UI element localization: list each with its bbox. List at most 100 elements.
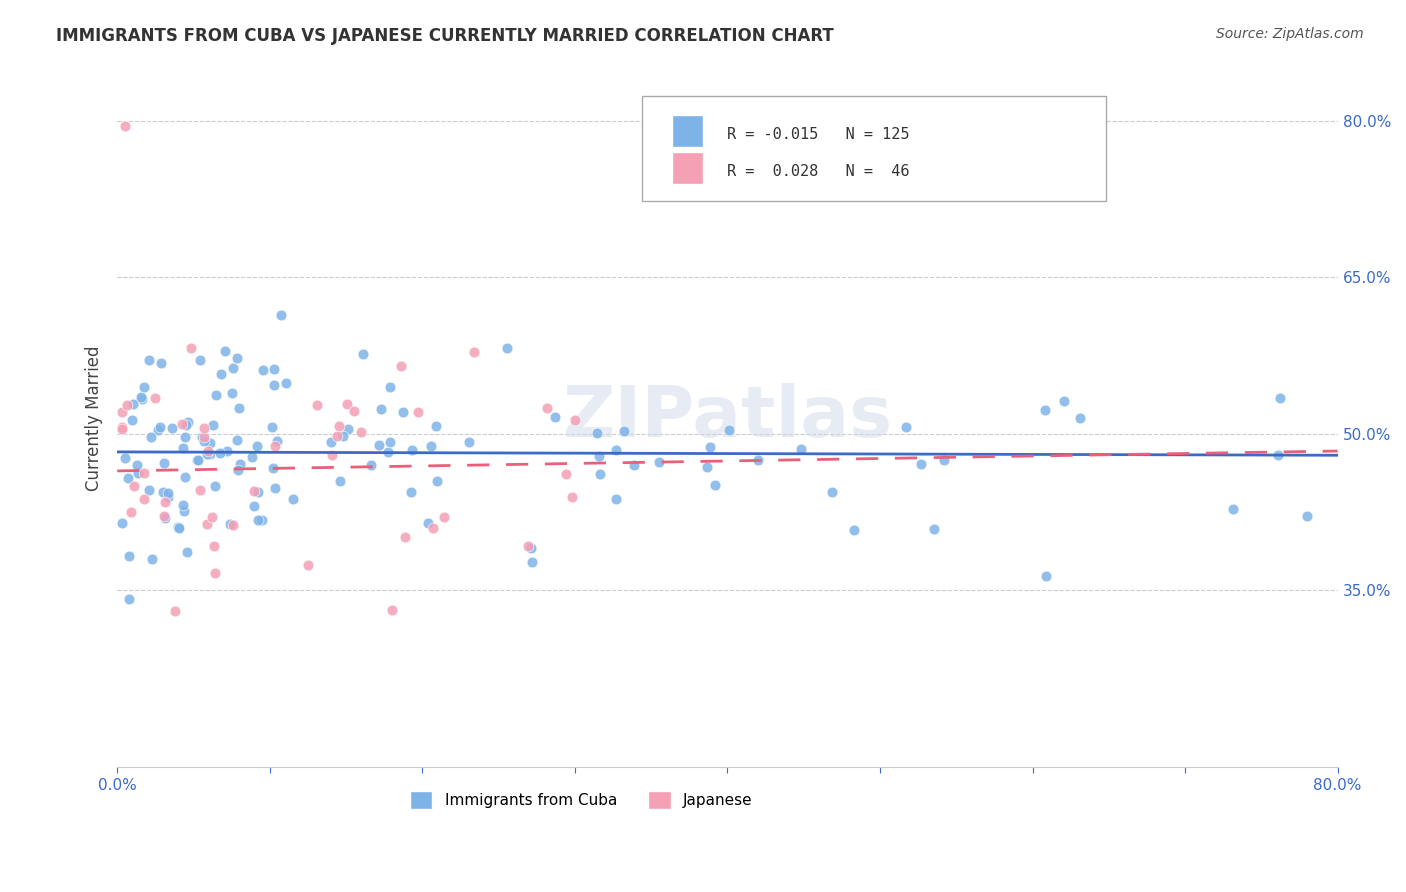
Point: [186, 453, 208, 467]
Point: [122, 396, 145, 410]
Point: [399, 485, 422, 500]
Point: [263, 361, 285, 376]
Point: [360, 458, 382, 472]
Point: [419, 439, 441, 453]
Point: [747, 453, 769, 467]
Point: [380, 380, 402, 394]
Point: [240, 450, 263, 465]
Point: [332, 429, 354, 443]
Point: [167, 520, 190, 534]
Point: [433, 509, 456, 524]
Point: [329, 474, 352, 488]
Point: [458, 434, 481, 449]
Point: [174, 417, 197, 432]
Point: [247, 513, 270, 527]
Point: [406, 405, 429, 419]
Point: [152, 456, 174, 470]
Point: [589, 467, 612, 481]
Point: [222, 517, 245, 532]
Point: [193, 430, 215, 444]
Point: [392, 405, 415, 419]
Point: [1069, 410, 1091, 425]
Point: [270, 308, 292, 322]
Point: [422, 521, 444, 535]
Point: [564, 413, 586, 427]
Point: [176, 545, 198, 559]
FancyBboxPatch shape: [643, 96, 1105, 202]
Text: ZIPatlas: ZIPatlas: [562, 384, 893, 452]
Point: [1267, 448, 1289, 462]
Point: [188, 483, 211, 497]
Point: [343, 403, 366, 417]
Point: [252, 513, 274, 527]
Point: [134, 467, 156, 481]
Point: [378, 435, 401, 450]
Point: [176, 415, 198, 429]
Point: [426, 474, 449, 488]
Text: R = -0.015   N = 125: R = -0.015 N = 125: [727, 128, 910, 143]
Point: [262, 460, 284, 475]
Point: [352, 347, 374, 361]
Point: [516, 539, 538, 553]
Point: [328, 418, 350, 433]
Point: [225, 351, 247, 365]
Bar: [672, 115, 703, 147]
Point: [790, 442, 813, 457]
Point: [226, 463, 249, 477]
Text: IMMIGRANTS FROM CUBA VS JAPANESE CURRENTLY MARRIED CORRELATION CHART: IMMIGRANTS FROM CUBA VS JAPANESE CURRENT…: [56, 27, 834, 45]
Point: [197, 444, 219, 458]
Point: [152, 485, 174, 500]
Point: [131, 392, 153, 406]
Point: [252, 363, 274, 377]
Point: [380, 603, 402, 617]
Point: [922, 522, 945, 536]
Point: [155, 495, 177, 509]
Point: [173, 504, 195, 518]
Point: [187, 453, 209, 467]
Point: [394, 530, 416, 544]
Point: [111, 419, 134, 434]
Point: [157, 490, 180, 504]
Point: [118, 549, 141, 563]
Point: [246, 439, 269, 453]
Point: [127, 466, 149, 480]
Point: [588, 449, 610, 463]
Point: [193, 434, 215, 449]
Point: [204, 566, 226, 580]
Point: [605, 443, 627, 458]
Point: [243, 499, 266, 513]
Point: [165, 604, 187, 618]
Point: [266, 434, 288, 448]
Point: [613, 424, 636, 438]
Point: [321, 448, 343, 462]
Point: [153, 511, 176, 525]
Point: [401, 443, 423, 458]
Point: [202, 417, 225, 432]
Point: [821, 485, 844, 500]
Point: [195, 447, 218, 461]
Point: [418, 516, 440, 531]
Point: [225, 433, 247, 447]
Point: [586, 426, 609, 441]
Legend: Immigrants from Cuba, Japanese: Immigrants from Cuba, Japanese: [404, 785, 758, 815]
Text: Source: ZipAtlas.com: Source: ZipAtlas.com: [1216, 27, 1364, 41]
Point: [118, 591, 141, 606]
Point: [209, 446, 232, 460]
Point: [143, 391, 166, 405]
Point: [229, 458, 252, 472]
Point: [141, 552, 163, 566]
Point: [228, 401, 250, 416]
Point: [198, 436, 221, 450]
Point: [127, 458, 149, 473]
Point: [157, 485, 180, 500]
Point: [544, 409, 567, 424]
Point: [150, 355, 173, 369]
Point: [305, 398, 328, 412]
Point: [202, 539, 225, 553]
Point: [114, 119, 136, 133]
Point: [172, 441, 194, 455]
Point: [195, 516, 218, 531]
Point: [932, 453, 955, 467]
Point: [1268, 392, 1291, 406]
Point: [1296, 508, 1319, 523]
